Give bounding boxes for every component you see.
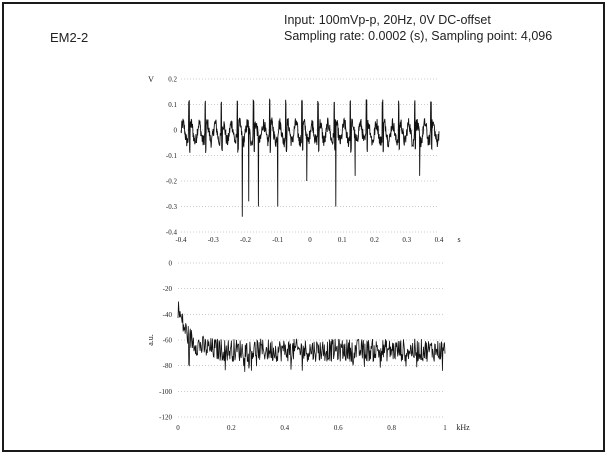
bottom-x-tick-label: 0.6 bbox=[334, 424, 343, 432]
top-signal-line bbox=[180, 98, 440, 217]
bottom-x-axis-label: kHz bbox=[456, 423, 470, 432]
top-y-tick-label: -0.4 bbox=[166, 229, 178, 237]
top-x-tick-label: 0.1 bbox=[338, 236, 347, 244]
panel-label: EM2-2 bbox=[50, 30, 89, 45]
top-x-tick-label: 0.2 bbox=[370, 236, 379, 244]
top-y-tick-label: 0 bbox=[174, 127, 178, 135]
bottom-y-tick-label: -40 bbox=[163, 311, 173, 319]
bottom-x-tick-label: 0 bbox=[176, 424, 180, 432]
input-description: Input: 100mVp-p, 20Hz, 0V DC-offset bbox=[284, 13, 491, 27]
sampling-description: Sampling rate: 0.0002 (s), Sampling poin… bbox=[284, 29, 553, 43]
top-x-tick-label: 0 bbox=[308, 236, 312, 244]
top-y-tick-label: -0.3 bbox=[166, 203, 178, 211]
top-y-axis-label: V bbox=[148, 75, 154, 84]
figure-header: Input: 100mVp-p, 20Hz, 0V DC-offset Samp… bbox=[284, 12, 552, 44]
bottom-x-tick-label: 0.8 bbox=[387, 424, 396, 432]
bottom-y-axis-label: a.u. bbox=[146, 334, 155, 346]
bottom-y-tick-label: -80 bbox=[163, 362, 173, 370]
top-y-tick-label: -0.2 bbox=[166, 178, 178, 186]
top-x-axis-label: s bbox=[457, 235, 460, 244]
bottom-y-tick-label: -120 bbox=[159, 414, 172, 422]
top-x-tick-label: -0.3 bbox=[208, 236, 220, 244]
bottom-y-tick-label: -100 bbox=[159, 388, 172, 396]
bottom-y-tick-label: -20 bbox=[163, 285, 173, 293]
top-x-tick-label: -0.4 bbox=[175, 236, 187, 244]
bottom-x-tick-label: 0.2 bbox=[227, 424, 236, 432]
bottom-x-tick-label: 1 bbox=[443, 424, 447, 432]
top-y-tick-label: 0.1 bbox=[168, 101, 177, 109]
top-x-tick-label: -0.2 bbox=[240, 236, 252, 244]
top-y-tick-label: -0.1 bbox=[166, 152, 178, 160]
top-x-tick-label: -0.1 bbox=[272, 236, 284, 244]
bottom-y-tick-label: -60 bbox=[163, 337, 173, 345]
top-y-tick-label: 0.2 bbox=[168, 76, 177, 84]
top-x-tick-label: 0.4 bbox=[435, 236, 444, 244]
bottom-spectrum-line bbox=[177, 301, 446, 372]
bottom-x-tick-label: 0.4 bbox=[280, 424, 289, 432]
top-x-tick-label: 0.3 bbox=[402, 236, 411, 244]
bottom-y-tick-label: 0 bbox=[169, 260, 173, 268]
